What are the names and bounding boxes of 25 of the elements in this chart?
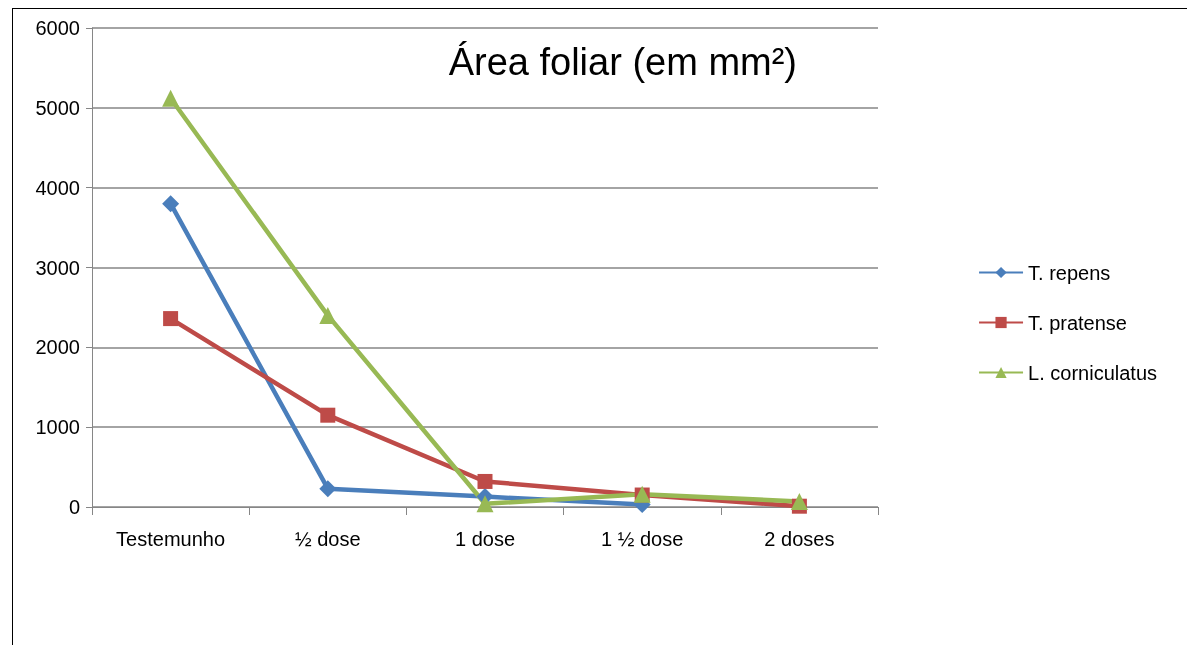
point: [319, 480, 337, 498]
x-tick-label: Testemunho: [116, 528, 226, 550]
x-tick-label: 1 ½ dose: [601, 528, 684, 550]
point: [790, 492, 808, 510]
point: [476, 495, 494, 513]
y-tick-label: 1000: [35, 416, 80, 439]
chart-title: Área foliar (em mm²): [448, 41, 798, 83]
y-tick-label: 2000: [35, 336, 80, 359]
x-tick-label: ½ dose: [295, 528, 361, 550]
point: [162, 195, 180, 213]
point: [319, 306, 337, 324]
legend-label: L. corniculatus: [1028, 361, 1158, 384]
y-tick-label: 3000: [35, 256, 80, 279]
y-tick-label: 0: [68, 496, 80, 518]
x-tick-label: 1 dose: [454, 528, 516, 550]
legend-label: T. pratense: [1028, 311, 1127, 334]
y-tick-label: 6000: [35, 17, 80, 39]
point: [162, 89, 180, 107]
y-tick-label: 5000: [35, 96, 80, 119]
point: [477, 473, 493, 489]
y-tick-label: 4000: [35, 176, 80, 199]
legend-label: T. repens: [1028, 261, 1111, 284]
x-tick-label: 2 doses: [764, 528, 835, 550]
point: [163, 311, 179, 327]
point: [320, 407, 336, 423]
